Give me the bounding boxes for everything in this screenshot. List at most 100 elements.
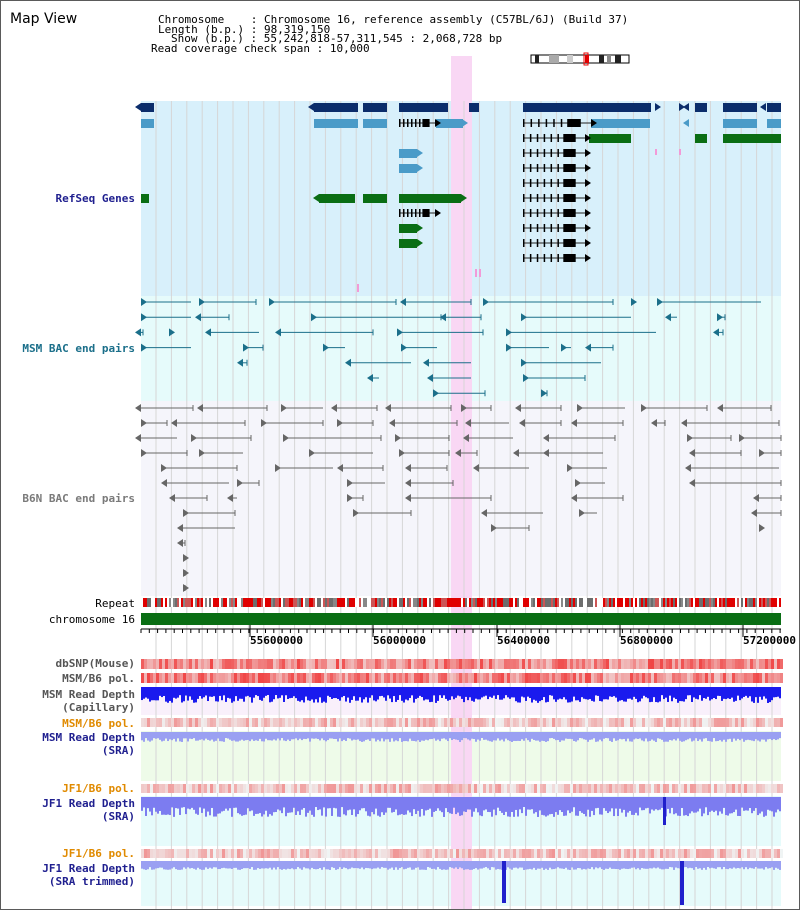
polymorphism-cell: [468, 784, 471, 793]
repeat-element: [645, 598, 647, 607]
repeat-element: [371, 598, 373, 607]
jf1-pol-track-label[interactable]: JF1/B6 pol.: [62, 782, 135, 795]
read-depth-bar: [725, 687, 727, 700]
polymorphism-cell: [669, 659, 672, 669]
polymorphism-cell: [540, 784, 543, 793]
jf1-pol-trimmed-track-label[interactable]: JF1/B6 pol.: [62, 847, 135, 860]
read-depth-bar: [429, 687, 431, 703]
polymorphism-cell: [489, 659, 492, 669]
polymorphism-cell: [324, 659, 327, 669]
read-depth-bar: [399, 861, 401, 869]
msm-pol-sra-track-label[interactable]: MSM/B6 pol.: [62, 717, 135, 730]
polymorphism-cell: [303, 673, 306, 683]
read-depth-bar: [661, 687, 663, 696]
polymorphism-cell: [537, 849, 540, 858]
jf1-read-depth-label[interactable]: JF1 Read Depth: [42, 797, 135, 810]
read-depth-bar: [615, 732, 617, 741]
polymorphism-cell: [384, 784, 387, 793]
read-depth-bar: [243, 861, 245, 869]
polymorphism-cell: [753, 659, 756, 669]
read-depth-bar: [247, 687, 249, 696]
read-depth-bar: [211, 687, 213, 697]
read-depth-bar: [677, 797, 679, 816]
read-depth-bar: [571, 732, 573, 740]
repeat-element: [723, 598, 725, 607]
polymorphism-cell: [609, 784, 612, 793]
polymorphism-cell: [405, 718, 408, 727]
read-depth-bar: [313, 732, 315, 739]
read-depth-bar: [645, 861, 647, 869]
polymorphism-cell: [384, 659, 387, 669]
read-depth-bar: [721, 732, 723, 742]
b6n-bac-track-label[interactable]: B6N BAC end pairs: [22, 492, 135, 505]
read-depth-bar: [587, 797, 589, 810]
read-depth-bar: [163, 797, 165, 815]
read-depth-bar: [559, 797, 561, 811]
polymorphism-cell: [750, 784, 753, 793]
gene-exon-tick: [550, 209, 553, 217]
msm-bac-track-label[interactable]: MSM BAC end pairs: [22, 342, 135, 355]
read-depth-bar: [657, 732, 659, 739]
read-depth-bar: [317, 687, 319, 703]
bac-end-marker: [759, 524, 765, 532]
read-depth-bar: [271, 797, 273, 816]
polymorphism-cell: [447, 659, 450, 669]
chromosome-track-label[interactable]: chromosome 16: [48, 613, 135, 626]
repeat-element: [383, 598, 385, 607]
msm-read-depth-capillary-label[interactable]: MSM Read Depth: [42, 688, 135, 701]
polymorphism-cell: [495, 784, 498, 793]
polymorphism-cell: [753, 784, 756, 793]
polymorphism-cell: [591, 673, 594, 683]
polymorphism-cell: [387, 659, 390, 669]
polymorphism-cell: [771, 659, 774, 669]
jf1-read-depth-trimmed-label[interactable]: JF1 Read Depth: [42, 862, 135, 875]
polymorphism-cell: [276, 718, 279, 727]
refseq-genes-track-label[interactable]: RefSeq Genes: [55, 192, 135, 205]
read-depth-bar: [299, 797, 301, 815]
read-depth-bar: [591, 861, 593, 868]
read-depth-bar: [429, 797, 431, 809]
read-depth-bar: [741, 732, 743, 739]
bac-end-marker: [687, 434, 693, 442]
repeat-track-label[interactable]: Repeat: [95, 597, 135, 610]
read-depth-bar: [343, 861, 345, 868]
polymorphism-cell: [432, 718, 435, 727]
polymorphism-cell: [744, 659, 747, 669]
polymorphism-cell: [390, 673, 393, 683]
feature-marker: [679, 149, 681, 155]
dbsnp-track-label[interactable]: dbSNP(Mouse): [55, 657, 135, 670]
read-depth-bar: [531, 861, 533, 870]
read-depth-bar: [779, 732, 781, 739]
msm-pol-capillary-track-label[interactable]: MSM/B6 pol.: [62, 672, 135, 685]
polymorphism-cell: [423, 718, 426, 727]
read-depth-bar: [293, 732, 295, 740]
read-depth-bar: [415, 732, 417, 742]
read-depth-bar: [177, 797, 179, 809]
read-depth-bar: [553, 687, 555, 700]
read-depth-bar: [305, 732, 307, 740]
polymorphism-cell: [687, 784, 690, 793]
read-depth-bar: [625, 732, 627, 742]
polymorphism-cell: [780, 784, 783, 793]
bac-end-marker: [311, 313, 317, 322]
read-depth-bar: [623, 687, 625, 702]
read-depth-bar: [733, 797, 735, 813]
read-depth-bar: [217, 861, 219, 870]
read-depth-bar: [281, 732, 283, 739]
polymorphism-cell: [747, 718, 750, 727]
read-depth-bar: [493, 797, 495, 810]
polymorphism-cell: [156, 673, 159, 683]
msm-read-depth-sra-label[interactable]: MSM Read Depth: [42, 731, 135, 744]
polymorphism-cell: [690, 784, 693, 793]
polymorphism-cell: [282, 659, 285, 669]
polymorphism-cell: [399, 673, 402, 683]
read-depth-bar: [373, 687, 375, 701]
read-depth-bar: [581, 797, 583, 813]
read-depth-bar: [209, 861, 211, 868]
polymorphism-cell: [159, 718, 162, 727]
polymorphism-cell: [564, 718, 567, 727]
bac-end-marker: [753, 494, 759, 502]
read-depth-bar: [511, 797, 513, 812]
repeat-element: [597, 598, 599, 607]
read-depth-bar: [533, 732, 535, 740]
